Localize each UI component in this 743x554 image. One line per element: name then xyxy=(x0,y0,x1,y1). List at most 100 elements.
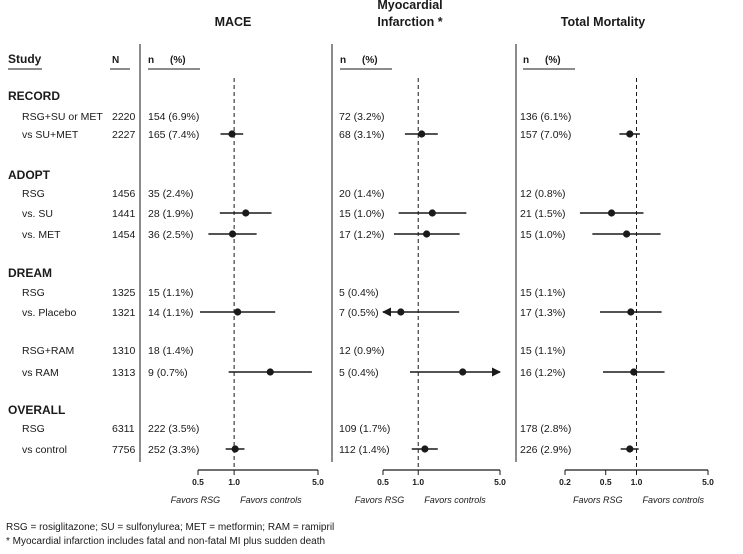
overall-row-1-mi: 112 (1.4%) xyxy=(339,444,390,456)
dream-row-1-point-mort xyxy=(627,308,635,316)
dream-row-3-arrow-right-mi xyxy=(492,367,501,377)
record-row-0-n: 2220 xyxy=(112,111,136,123)
favors-rsg-mort: Favors RSG xyxy=(573,495,623,505)
favors-rsg-mi: Favors RSG xyxy=(355,495,405,505)
dream-row-2-mi: 12 (0.9%) xyxy=(339,345,385,357)
adopt-row-0-mace: 35 (2.4%) xyxy=(148,188,194,200)
tick-label-mi-0: 0.5 xyxy=(377,477,389,487)
record-row-1-point-mort xyxy=(626,130,634,138)
record-row-1-mace: 165 (7.4%) xyxy=(148,129,199,141)
mi-title-line1: Myocardial xyxy=(377,0,442,12)
overall-row-0-mortality: 178 (2.8%) xyxy=(520,423,571,435)
column-header-study: Study xyxy=(8,52,42,66)
dream-row-1-n: 1321 xyxy=(112,307,136,319)
dream-row-0-n: 1325 xyxy=(112,287,136,299)
column-header-pct-mi: (%) xyxy=(362,55,378,66)
footnote-abbreviations: RSG = rosiglitazone; SU = sulfonylurea; … xyxy=(6,522,334,533)
overall-row-1-point-mi xyxy=(421,445,429,453)
overall-row-1-point-mort xyxy=(626,445,634,453)
adopt-row-2-point-mort xyxy=(622,230,631,238)
dream-row-2-mace: 18 (1.4%) xyxy=(148,345,194,357)
adopt-row-2-point-mace xyxy=(228,230,237,238)
dream-row-3-point-mort xyxy=(630,368,638,376)
tick-label-mort-3: 5.0 xyxy=(702,477,714,487)
dream-row-0-mi: 5 (0.4%) xyxy=(339,287,379,299)
record-row-1-n: 2227 xyxy=(112,129,136,141)
overall-row-0-n: 6311 xyxy=(112,423,135,435)
tick-label-mort-1: 0.5 xyxy=(600,477,612,487)
adopt-row-1-label: vs. SU xyxy=(22,208,53,220)
favors-controls-mort: Favors controls xyxy=(643,495,705,505)
column-header-count-mort: n xyxy=(523,55,529,66)
dream-row-0-label: RSG xyxy=(22,287,45,299)
record-row-1-mi: 68 (3.1%) xyxy=(339,129,385,141)
dream-row-1-label: vs. Placebo xyxy=(22,307,76,319)
tick-label-mace-2: 5.0 xyxy=(312,477,324,487)
adopt-row-2-point-mi xyxy=(423,230,431,238)
column-header-pct-mace: (%) xyxy=(170,55,186,66)
overall-row-0-mace: 222 (3.5%) xyxy=(148,423,199,435)
overall-row-0-mi: 109 (1.7%) xyxy=(339,423,390,435)
overall-row-1-n: 7756 xyxy=(112,444,136,456)
column-header-n: N xyxy=(112,55,119,66)
favors-controls-mi: Favors controls xyxy=(424,495,486,505)
dream-row-2-label: RSG+RAM xyxy=(22,345,74,357)
dream-row-3-n: 1313 xyxy=(112,367,136,379)
tick-label-mi-2: 5.0 xyxy=(494,477,506,487)
group-record: RECORD xyxy=(8,89,60,103)
group-adopt: ADOPT xyxy=(8,168,51,182)
group-overall: OVERALL xyxy=(8,403,65,417)
overall-row-1-label: vs control xyxy=(22,444,67,456)
dream-row-3-point-mace xyxy=(266,368,274,376)
dream-row-1-mace: 14 (1.1%) xyxy=(148,307,194,319)
record-row-1-mortality: 157 (7.0%) xyxy=(520,129,571,141)
tick-label-mi-1: 1.0 xyxy=(412,477,424,487)
dream-row-1-point-mi xyxy=(397,308,405,316)
dream-row-1-arrow-left-mi xyxy=(382,307,391,317)
adopt-row-1-n: 1441 xyxy=(112,208,136,220)
adopt-row-0-n: 1456 xyxy=(112,188,136,200)
record-row-0-label: RSG+SU or MET xyxy=(22,111,103,123)
footnote-mi-definition: * Myocardial infarction includes fatal a… xyxy=(6,536,325,547)
dream-row-3-mortality: 16 (1.2%) xyxy=(520,367,566,379)
adopt-row-1-point-mi xyxy=(428,209,436,217)
record-row-0-mortality: 136 (6.1%) xyxy=(520,111,571,123)
dream-row-0-mortality: 15 (1.1%) xyxy=(520,287,566,299)
mi-title-line2: Infarction * xyxy=(377,15,442,29)
dream-row-1-mi: 7 (0.5%) xyxy=(339,307,379,319)
adopt-row-2-mortality: 15 (1.0%) xyxy=(520,229,566,241)
dream-row-3-point-mi xyxy=(459,368,467,376)
favors-controls-mace: Favors controls xyxy=(240,495,302,505)
column-header-count-mi: n xyxy=(340,55,346,66)
record-row-0-mace: 154 (6.9%) xyxy=(148,111,199,123)
overall-row-1-mace: 252 (3.3%) xyxy=(148,444,199,456)
column-header-count-mace: n xyxy=(148,55,154,66)
dream-row-1-mortality: 17 (1.3%) xyxy=(520,307,566,319)
adopt-row-1-mi: 15 (1.0%) xyxy=(339,208,385,220)
dream-row-0-mace: 15 (1.1%) xyxy=(148,287,194,299)
adopt-row-1-point-mort xyxy=(607,209,616,217)
adopt-row-2-label: vs. MET xyxy=(22,229,61,241)
dream-row-3-label: vs RAM xyxy=(22,367,59,379)
adopt-row-1-mace: 28 (1.9%) xyxy=(148,208,194,220)
tick-label-mace-0: 0.5 xyxy=(192,477,204,487)
tick-label-mort-2: 1.0 xyxy=(631,477,643,487)
record-row-1-point-mi xyxy=(418,130,426,138)
adopt-row-1-point-mace xyxy=(242,209,250,217)
mace-title: MACE xyxy=(215,15,252,29)
favors-rsg-mace: Favors RSG xyxy=(171,495,221,505)
overall-row-1-point-mace xyxy=(231,445,239,453)
dream-row-2-mortality: 15 (1.1%) xyxy=(520,345,566,357)
adopt-row-0-mortality: 12 (0.8%) xyxy=(520,188,566,200)
record-row-1-label: vs SU+MET xyxy=(22,129,79,141)
adopt-row-0-label: RSG xyxy=(22,188,45,200)
adopt-row-2-n: 1454 xyxy=(112,229,136,241)
adopt-row-0-mi: 20 (1.4%) xyxy=(339,188,385,200)
adopt-row-1-mortality: 21 (1.5%) xyxy=(520,208,566,220)
adopt-row-2-mi: 17 (1.2%) xyxy=(339,229,385,241)
tick-label-mort-0: 0.2 xyxy=(559,477,571,487)
record-row-0-mi: 72 (3.2%) xyxy=(339,111,385,123)
dream-row-1-point-mace xyxy=(234,308,242,316)
group-dream: DREAM xyxy=(8,266,52,280)
